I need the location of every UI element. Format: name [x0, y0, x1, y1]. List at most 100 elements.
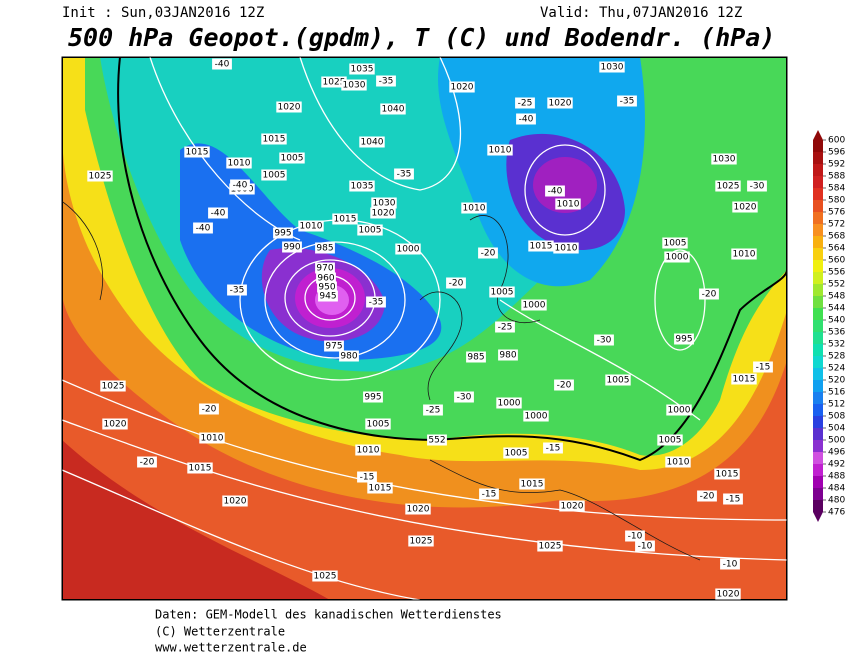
- pressure-label-box: [523, 410, 549, 422]
- pressure-label: 1020: [407, 505, 430, 515]
- colorbar-label: 596: [828, 148, 845, 158]
- pressure-label: 1015: [189, 464, 212, 474]
- pressure-label: 1005: [281, 154, 304, 164]
- footer-copyright: (C) Wetterzentrale: [155, 625, 285, 639]
- temperature-label-box: [227, 284, 247, 296]
- pressure-label: 1010: [201, 434, 224, 444]
- temperature-label: -20: [202, 405, 217, 415]
- pressure-label: 1015: [186, 148, 209, 158]
- colorbar-label: 484: [828, 484, 845, 494]
- colorbar-label: 556: [828, 268, 845, 278]
- temperature-label: -10: [638, 542, 653, 552]
- pressure-label-box: [674, 333, 694, 345]
- pressure-label: 1020: [451, 83, 474, 93]
- temperature-label: -40: [211, 209, 226, 219]
- pressure-label: 995: [364, 393, 381, 403]
- colorbar-label: 580: [828, 196, 845, 206]
- pressure-label: 1010: [557, 200, 580, 210]
- colorbar-segment: [813, 392, 823, 404]
- pressure-label-box: [489, 286, 515, 298]
- pressure-label-box: [367, 482, 393, 494]
- pressure-label: 1010: [300, 222, 323, 232]
- temperature-label: -35: [379, 77, 394, 87]
- colorbar-segment: [813, 344, 823, 356]
- colorbar-segment: [813, 260, 823, 272]
- pressure-label: 1020: [549, 99, 572, 109]
- pressure-label-box: [312, 570, 338, 582]
- colorbar-label: 520: [828, 376, 845, 386]
- pressure-label-box: [714, 468, 740, 480]
- pressure-label: 985: [316, 244, 333, 254]
- temperature-label-box: [357, 471, 377, 483]
- pressure-label-box: [226, 157, 252, 169]
- pressure-label: 1025: [717, 182, 740, 192]
- pressure-label-box: [555, 198, 581, 210]
- colorbar-label: 572: [828, 220, 845, 230]
- pressure-label: 1000: [498, 399, 521, 409]
- colorbar-label: 560: [828, 256, 845, 266]
- temperature-label-box: [454, 391, 474, 403]
- pressure-label-box: [449, 81, 475, 93]
- pressure-label-box: [261, 169, 287, 181]
- temperature-label-box: [479, 488, 499, 500]
- pressure-label-box: [662, 237, 688, 249]
- temperature-label-box: [723, 493, 743, 505]
- temperature-label-box: [137, 456, 157, 468]
- pressure-label: 1030: [373, 199, 396, 209]
- pressure-label: 980: [499, 351, 516, 361]
- pressure-label: 950: [318, 283, 335, 293]
- pressure-label-box: [405, 503, 431, 515]
- pressure-label: 990: [283, 243, 300, 253]
- pressure-label: 960: [317, 274, 334, 284]
- valid-time: Valid: Thu,07JAN2016 12Z: [540, 5, 742, 21]
- colorbar-segment: [813, 476, 823, 488]
- colorbar-label: 488: [828, 472, 845, 482]
- pressure-label-box: [102, 418, 128, 430]
- colorbar-segment: [813, 320, 823, 332]
- colorbar-segment: [813, 176, 823, 188]
- colorbar-top-arrow: [813, 130, 823, 140]
- pressure-label-box: [317, 281, 337, 293]
- colorbar-segment: [813, 440, 823, 452]
- temperature-label: -10: [628, 532, 643, 542]
- colorbar-label: 548: [828, 292, 845, 302]
- pressure-label: 1000: [668, 406, 691, 416]
- colorbar-label: 504: [828, 424, 845, 434]
- pressure-label-box: [370, 207, 396, 219]
- pressure-label: 1020: [561, 502, 584, 512]
- temperature-label: -30: [597, 336, 612, 346]
- temperature-label-box: [543, 442, 563, 454]
- pressure-label: 1015: [733, 375, 756, 385]
- colorbar-segment: [813, 368, 823, 380]
- temperature-label: -25: [518, 99, 533, 109]
- colorbar-segment: [813, 332, 823, 344]
- colorbar-segment: [813, 416, 823, 428]
- pressure-label-box: [547, 97, 573, 109]
- temperature-label: -20: [702, 290, 717, 300]
- init-time: Init : Sun,03JAN2016 12Z: [62, 5, 264, 21]
- colorbar-segment: [813, 152, 823, 164]
- temperature-label: -30: [750, 182, 765, 192]
- colorbar-segment: [813, 500, 823, 512]
- temperature-label-box: [230, 179, 250, 191]
- temperature-label: -40: [196, 224, 211, 234]
- colorbar-label: 508: [828, 412, 845, 422]
- pressure-label: 1005: [664, 239, 687, 249]
- pressure-label-box: [365, 418, 391, 430]
- pressure-label-box: [666, 404, 692, 416]
- footer-url: www.wetterzentrale.de: [155, 641, 307, 655]
- temperature-label: -20: [140, 458, 155, 468]
- pressure-label-box: [100, 380, 126, 392]
- pressure-label: 1005: [607, 376, 630, 386]
- pressure-label: 1040: [361, 138, 384, 148]
- pressure-label-box: [355, 444, 381, 456]
- colorbar-label: 512: [828, 400, 845, 410]
- pressure-label-box: [349, 180, 375, 192]
- pressure-label: 1005: [367, 420, 390, 430]
- pressure-label-box: [273, 227, 293, 239]
- pressure-label-box: [349, 63, 375, 75]
- pressure-label-box: [665, 456, 691, 468]
- pressure-label-box: [184, 146, 210, 158]
- pressure-label: 1010: [555, 244, 578, 254]
- temperature-label: -15: [360, 473, 375, 483]
